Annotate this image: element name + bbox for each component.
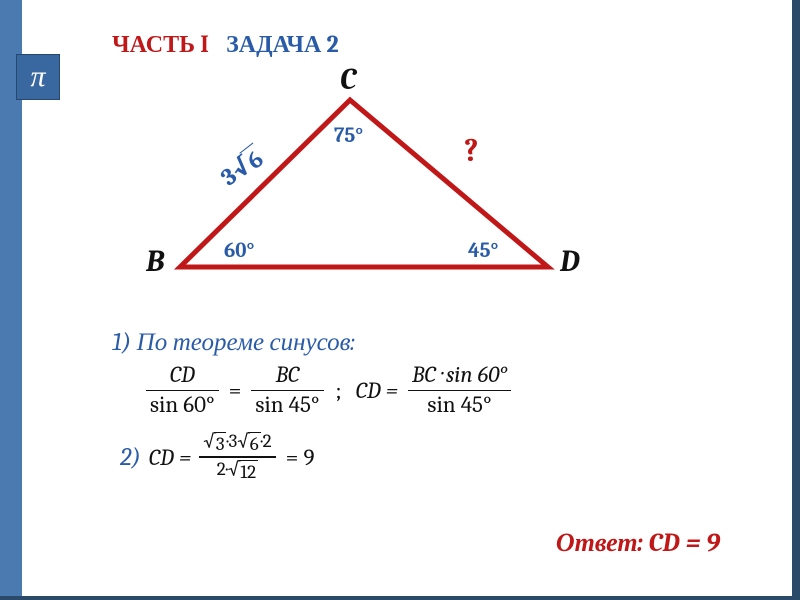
result: = 9 xyxy=(286,444,315,471)
angle-b: 60° xyxy=(224,239,254,263)
answer-label: Ответ: xyxy=(556,528,643,558)
angle-c: 75° xyxy=(334,124,363,148)
frac-num: BC xyxy=(272,361,304,390)
semicolon: ; xyxy=(336,377,342,404)
frac-num: CD xyxy=(166,361,199,390)
answer-value: CD = 9 xyxy=(649,528,720,558)
frac-compute: √3·3√6·2 2·√12 xyxy=(199,430,275,485)
frac-den: sin 45° xyxy=(423,391,495,420)
answer-block: Ответ: CD = 9 xyxy=(556,528,720,558)
cd-equals-2: CD = xyxy=(149,444,191,471)
header-part: ЧАСТЬ I xyxy=(112,30,209,58)
step1-title: 1) По теореме синусов: xyxy=(112,328,732,357)
vertex-d-label: D xyxy=(560,244,580,279)
triangle-svg xyxy=(140,82,600,302)
vertex-c-label: C xyxy=(340,62,356,97)
step2-label: 2) xyxy=(120,443,141,472)
equation-line-2: 2) CD = √3·3√6·2 2·√12 = 9 xyxy=(120,430,732,485)
frac-num: √3·3√6·2 xyxy=(199,430,275,457)
header-task: ЗАДАЧА 2 xyxy=(226,30,339,58)
angle-d: 45° xyxy=(468,239,498,263)
unknown-side-mark: ? xyxy=(464,132,478,169)
slide-header: ЧАСТЬ I ЗАДАЧА 2 xyxy=(112,30,339,59)
frac-bc-sin60-over-sin45: BC · sin 60° sin 45° xyxy=(408,361,511,420)
frac-num: BC · sin 60° xyxy=(408,361,511,390)
frac-den: 2·√12 xyxy=(213,458,262,485)
frac-den: sin 45° xyxy=(251,391,323,420)
vertex-b-label: B xyxy=(146,244,164,279)
equals: = xyxy=(229,377,242,404)
equation-line-1: CD sin 60° = BC sin 45° ; CD = BC · sin … xyxy=(142,361,732,420)
frac-cd-sin60: CD sin 60° xyxy=(146,361,219,420)
pi-icon: π xyxy=(16,54,60,100)
solution-block: 1) По теореме синусов: CD sin 60° = BC s… xyxy=(112,328,732,488)
cd-equals: CD = xyxy=(356,377,398,404)
slide-border-right xyxy=(792,0,800,600)
slide-border-bottom xyxy=(0,596,800,600)
triangle-diagram: B C D 60° 75° 45° 3√6 ? xyxy=(140,82,600,302)
frac-den: sin 60° xyxy=(146,391,219,420)
pi-symbol: π xyxy=(30,60,45,94)
frac-bc-sin45: BC sin 45° xyxy=(251,361,323,420)
